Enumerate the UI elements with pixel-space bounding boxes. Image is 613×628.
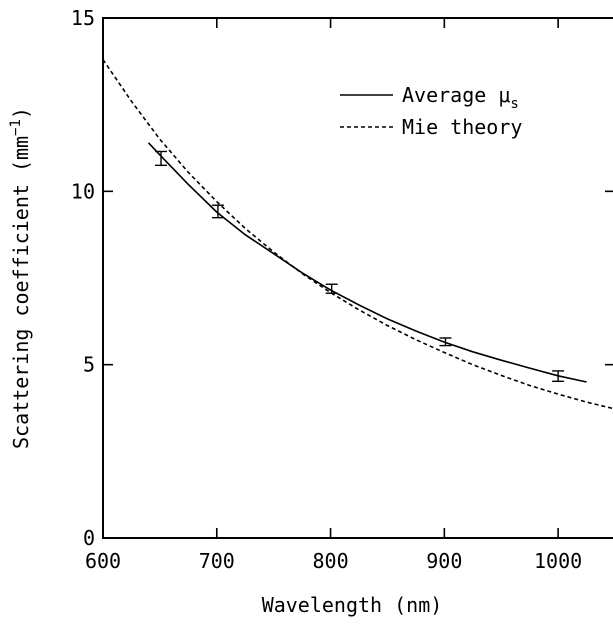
x-tick-label: 600: [85, 549, 121, 573]
legend-label-mie: Mie theory: [402, 115, 522, 139]
error-bar: [439, 337, 452, 347]
error-bar: [155, 150, 168, 167]
x-axis-ticks: 600 700 800 900 1000: [85, 18, 582, 573]
legend: Average μs Mie theory: [340, 83, 522, 139]
y-tick-label: 0: [83, 526, 95, 550]
y-axis-title: Scattering coefficient (mm−1): [8, 107, 33, 449]
y-axis-ticks: 0 5 10 15: [71, 6, 613, 550]
y-axis-title-sup: −1: [8, 119, 24, 136]
series-layer: [102, 59, 613, 410]
y-tick-label: 5: [83, 353, 95, 377]
plot-frame: [102, 17, 613, 539]
y-axis-title-close: ): [9, 107, 33, 119]
error-bar: [211, 204, 224, 219]
legend-label-average-sub: s: [510, 96, 518, 112]
error-bar: [325, 283, 338, 294]
series-line-mie: [102, 59, 613, 410]
y-tick-label: 10: [71, 179, 95, 203]
error-bar-layer: [155, 150, 565, 383]
x-tick-label: 800: [312, 549, 348, 573]
error-bar: [552, 370, 565, 383]
x-tick-label: 900: [426, 549, 462, 573]
y-axis-title-main: Scattering coefficient (mm: [9, 136, 33, 449]
legend-label-average: Average μs: [402, 83, 519, 112]
legend-label-average-main: Average μ: [402, 83, 510, 107]
x-tick-label: 1000: [534, 549, 582, 573]
x-tick-label: 700: [199, 549, 235, 573]
series-line-average: [147, 142, 587, 383]
x-axis-title: Wavelength (nm): [262, 593, 443, 617]
y-tick-label: 15: [71, 6, 95, 30]
